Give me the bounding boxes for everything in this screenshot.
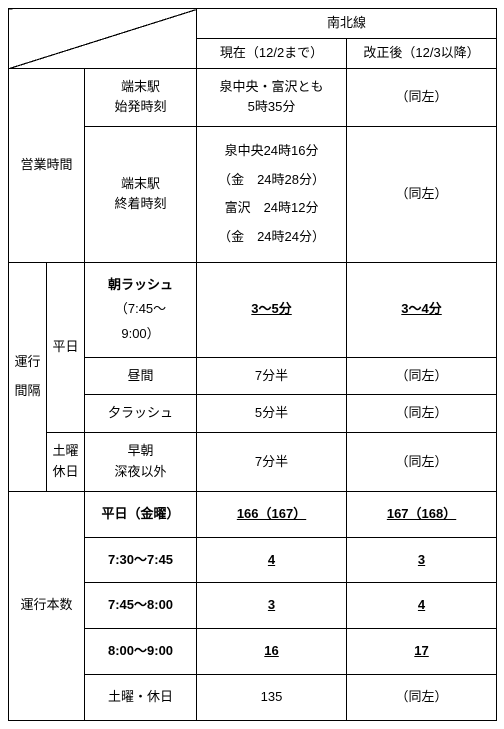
last-train-current: 泉中央24時16分 （金 24時28分） 富沢 24時12分 （金 24時24分…	[197, 127, 347, 262]
header-diagonal-cell	[9, 9, 197, 69]
count-r2-current: 4	[197, 537, 347, 583]
first-train-label-l2: 始発時刻	[115, 99, 167, 114]
first-train-revised: （同左）	[347, 68, 497, 127]
count-r2-revised: 3	[347, 537, 497, 583]
first-train-current: 泉中央・富沢とも 5時35分	[197, 68, 347, 127]
count-r3-revised: 4	[347, 583, 497, 629]
day-label: 昼間	[85, 357, 197, 395]
sat-current: 7分半	[197, 433, 347, 492]
count-r5-current: 135	[197, 675, 347, 721]
count-r1-current: 166（167）	[197, 491, 347, 537]
count-r4-current: 16	[197, 629, 347, 675]
rush-label-l1: 朝ラッシュ	[108, 277, 173, 292]
sat-time-l2: 深夜以外	[115, 464, 167, 479]
count-r5-revised: （同左）	[347, 675, 497, 721]
count-r4-label: 8:00～9:00	[85, 629, 197, 675]
rush-revised: 3～4分	[347, 262, 497, 357]
col-current: 現在（12/2まで）	[197, 38, 347, 68]
count-r4-revised: 17	[347, 629, 497, 675]
count-r2-label: 7:30～7:45	[85, 537, 197, 583]
rush-label: 朝ラッシュ （7:45～ 9:00）	[85, 262, 197, 357]
count-r3-current: 3	[197, 583, 347, 629]
rush-label-l3: 9:00）	[121, 326, 159, 341]
count-r1-label: 平日（金曜）	[85, 491, 197, 537]
first-train-current-l1: 泉中央・富沢とも	[220, 79, 324, 94]
last-train-label-l1: 端末駅	[121, 176, 160, 191]
count-r5-label: 土曜・休日	[85, 675, 197, 721]
last-train-current-l2: （金 24時28分）	[218, 172, 325, 187]
last-train-revised: （同左）	[347, 127, 497, 262]
last-train-label-l2: 終着時刻	[115, 196, 167, 211]
day-revised: （同左）	[347, 357, 497, 395]
last-train-current-l1: 泉中央24時16分	[225, 143, 319, 158]
sat-label-l1: 土曜	[52, 443, 78, 458]
count-r1-revised: 167（168）	[347, 491, 497, 537]
sat-label: 土曜 休日	[47, 433, 85, 492]
first-train-label: 端末駅 始発時刻	[85, 68, 197, 127]
line-name: 南北線	[197, 9, 497, 39]
last-train-current-l3: 富沢 24時12分	[225, 200, 319, 215]
first-train-current-l2: 5時35分	[248, 99, 296, 114]
count-r3-label: 7:45～8:00	[85, 583, 197, 629]
timetable: 南北線 現在（12/2まで） 改正後（12/3以降） 営業時間 端末駅 始発時刻…	[8, 8, 497, 721]
day-current: 7分半	[197, 357, 347, 395]
last-train-label: 端末駅 終着時刻	[85, 127, 197, 262]
weekday-label: 平日	[47, 262, 85, 433]
sat-time-l1: 早朝	[128, 443, 154, 458]
section-interval: 運行間隔	[9, 262, 47, 491]
eve-label: 夕ラッシュ	[85, 395, 197, 433]
last-train-current-l4: （金 24時24分）	[218, 229, 325, 244]
first-train-label-l1: 端末駅	[121, 79, 160, 94]
eve-current: 5分半	[197, 395, 347, 433]
rush-current: 3～5分	[197, 262, 347, 357]
sat-time: 早朝 深夜以外	[85, 433, 197, 492]
sat-label-l2: 休日	[52, 464, 78, 479]
rush-label-l2: （7:45～	[115, 301, 166, 316]
eve-revised: （同左）	[347, 395, 497, 433]
sat-revised: （同左）	[347, 433, 497, 492]
section-hours: 営業時間	[9, 68, 85, 262]
section-count: 運行本数	[9, 491, 85, 720]
col-revised: 改正後（12/3以降）	[347, 38, 497, 68]
